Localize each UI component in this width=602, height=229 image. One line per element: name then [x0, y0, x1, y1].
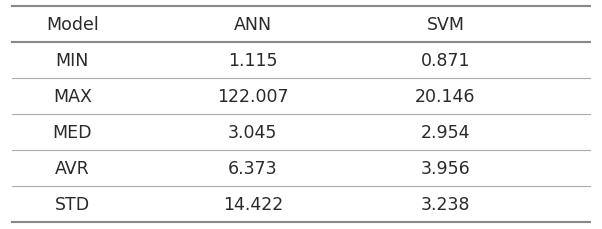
Text: MIN: MIN [55, 52, 89, 70]
Text: AVR: AVR [55, 159, 90, 177]
Text: 1.115: 1.115 [228, 52, 278, 70]
Text: 3.956: 3.956 [421, 159, 470, 177]
Text: ANN: ANN [234, 16, 272, 34]
Text: MAX: MAX [53, 88, 92, 106]
Text: 20.146: 20.146 [415, 88, 476, 106]
Text: Model: Model [46, 16, 99, 34]
Text: MED: MED [52, 123, 92, 141]
Text: 6.373: 6.373 [228, 159, 278, 177]
Text: 2.954: 2.954 [421, 123, 470, 141]
Text: 122.007: 122.007 [217, 88, 288, 106]
Text: SVM: SVM [426, 16, 465, 34]
Text: 0.871: 0.871 [421, 52, 470, 70]
Text: STD: STD [55, 195, 90, 213]
Text: 3.045: 3.045 [228, 123, 278, 141]
Text: 14.422: 14.422 [223, 195, 283, 213]
Text: 3.238: 3.238 [421, 195, 470, 213]
